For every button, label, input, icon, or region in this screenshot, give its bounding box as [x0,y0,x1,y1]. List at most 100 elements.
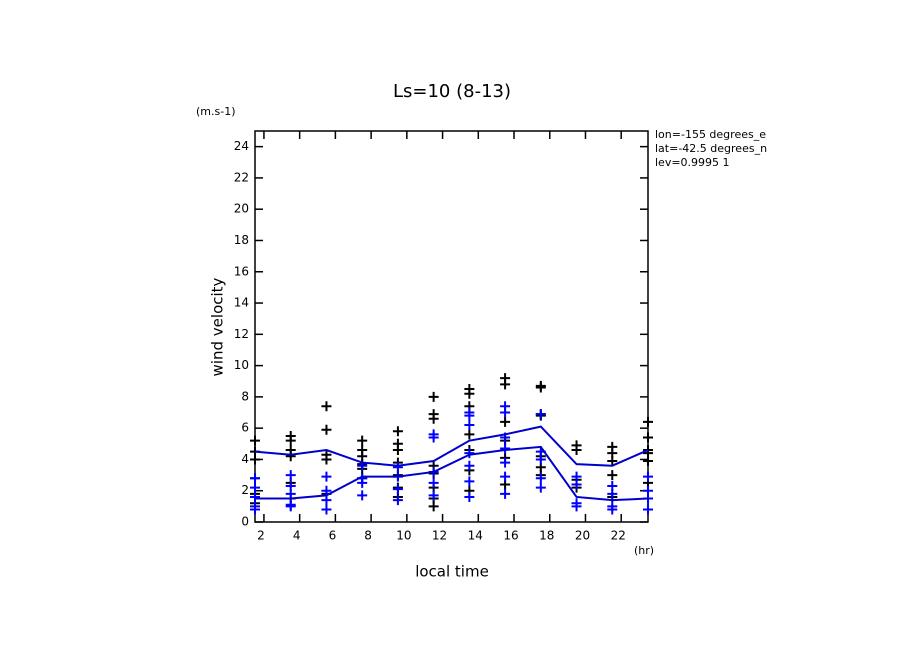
plus-marker [357,477,368,488]
y-tick-label: 10 [234,358,249,372]
plus-marker [464,491,475,502]
y-tick-label: 20 [234,202,249,216]
plus-marker [464,420,475,431]
x-tick-label: 6 [329,529,337,543]
annotation: lat=-42.5 degrees_n [655,142,767,155]
plus-marker [428,490,439,501]
y-tick-label: 14 [234,296,249,310]
plus-marker [500,488,511,499]
plus-marker [250,504,260,515]
y-tick-label: 16 [234,264,249,278]
plus-marker [643,471,653,482]
y-tick-label: 6 [241,421,249,435]
y-tick-label: 18 [234,233,249,247]
plus-marker [643,504,653,515]
x-unit: (hr) [634,544,654,557]
plus-marker [428,501,439,512]
plus-marker [321,504,332,515]
y-tick-label: 2 [241,483,249,497]
plus-marker [285,435,296,446]
plus-marker [464,448,475,459]
plus-marker [285,470,296,481]
annotation: lon=-155 degrees_e [655,128,766,141]
plus-marker [535,482,546,493]
plus-marker [607,488,618,499]
plus-marker [428,413,439,424]
plus-marker [535,454,546,465]
plus-marker [321,424,332,435]
plot-frame [254,130,649,523]
y-tick-label: 4 [241,452,249,466]
plus-marker [392,445,403,456]
plus-marker [500,457,511,468]
plus-marker [321,485,332,496]
plus-marker [464,476,475,487]
plus-marker [464,429,475,440]
x-tick-label: 8 [364,529,372,543]
chart-title: Ls=10 (8-13) [393,81,511,102]
x-tick-label: 10 [396,529,411,543]
plus-marker [500,379,511,390]
x-tick-label: 14 [468,529,483,543]
plus-marker [321,401,332,412]
plus-marker [464,410,475,421]
plus-marker [428,391,439,402]
x-tick-label: 2 [257,529,265,543]
x-tick-label: 22 [611,529,626,543]
line [255,445,649,502]
plus-marker [571,479,582,490]
plus-marker [535,409,546,420]
plus-marker [607,456,618,467]
y-tick-label: 24 [234,139,249,153]
y-axis-label: wind velocity [209,277,227,376]
plus-marker [392,484,403,495]
plus-marker [571,501,582,512]
y-tick-label: 22 [234,170,249,184]
x-tick-label: 16 [503,529,518,543]
plus-marker [250,473,260,484]
plus-marker [428,432,439,443]
plus-marker [500,407,511,418]
plus-marker [250,454,260,465]
line [254,425,649,467]
plus-marker [535,473,546,484]
y-tick-label: 0 [241,515,249,529]
plus-marker [535,382,546,393]
plus-marker [464,388,475,399]
plus-marker [285,451,296,462]
plus-marker [285,488,296,499]
plus-marker [321,495,332,506]
plus-marker [250,491,260,502]
x-tick-label: 4 [293,529,301,543]
x-tick-label: 20 [575,529,590,543]
plus-marker [428,477,439,488]
plus-marker [250,435,260,446]
plus-marker [643,416,653,427]
annotation: lev=0.9995 1 [655,156,730,169]
plus-marker [500,443,511,454]
plus-marker [607,504,618,515]
plus-marker [357,435,368,446]
plus-marker [500,416,511,427]
x-tick-label: 18 [539,529,554,543]
plus-marker [321,471,332,482]
plus-marker [285,501,296,512]
plus-marker [321,454,332,465]
plus-marker [357,490,368,501]
plus-marker [392,462,403,473]
y-tick-label: 12 [234,327,249,341]
plus-marker [571,445,582,456]
x-tick-label: 12 [432,529,447,543]
plus-marker [392,426,403,437]
plus-marker [643,432,653,443]
plus-marker [643,456,653,467]
y-tick-label: 8 [241,389,249,403]
x-axis-label: local time [415,563,489,581]
plus-marker [464,460,475,471]
plus-marker [392,495,403,506]
plus-marker [607,470,618,481]
plus-marker [500,471,511,482]
y-unit: (m.s-1) [196,105,236,118]
plus-marker [250,482,260,493]
